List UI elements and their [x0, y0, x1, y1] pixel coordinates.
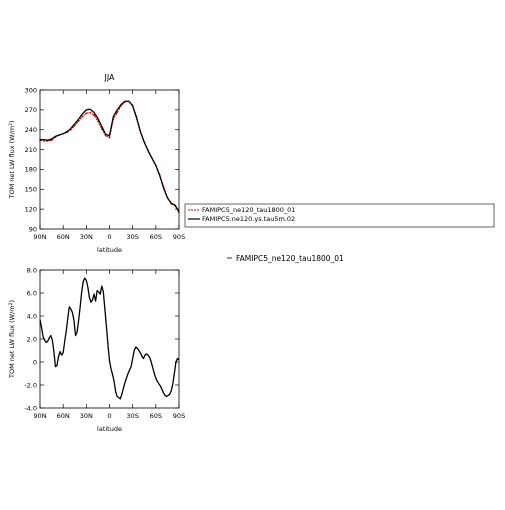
legend-box [184, 203, 495, 228]
top-series-0-point [50, 139, 53, 142]
legend-label-0: FAMIPC5_ne120_tau1800_01 [202, 206, 295, 214]
top-x-tick-label: 60N [57, 233, 70, 241]
top-y-tick-label: 150 [25, 186, 37, 194]
bottom-series-line-0 [39, 277, 180, 400]
bottom-y-tick-label: -4.0 [24, 404, 37, 412]
top-series-0-point [85, 112, 88, 114]
bottom-x-tick-label: 60S [150, 412, 162, 420]
top-chart-panel: JJA 90N 60N 30N 0 30S 60S 90S 90 120 150 180 210 240… [8, 73, 185, 254]
top-x-tick-label: 0 [107, 233, 111, 241]
bottom-x-axis-label: latitude [97, 425, 122, 433]
top-x-axis-label: latitude [97, 246, 122, 254]
bottom-x-tick-label: 30N [80, 412, 93, 420]
top-series-0-point [43, 140, 45, 142]
bottom-y-tick-label: 8.0 [27, 266, 37, 274]
top-y-axis-label: TOM net LW flux (W/m2) [8, 120, 16, 199]
top-y-tick-label: 270 [25, 106, 37, 114]
bottom-y-tick-label: 6.0 [27, 289, 37, 297]
bottom-y-tick-label: 0 [33, 358, 37, 366]
top-series-line-1 [40, 100, 180, 213]
top-x-tick-label: 30N [80, 233, 93, 241]
bottom-y-tick-label: 4.0 [27, 312, 37, 320]
bottom-y-axis-label: TOM net LW flux (W/m2) [8, 300, 16, 379]
top-x-tick-label: 60S [150, 233, 162, 241]
legend-entry-1: FAMIPC5.ne120.ys.tau5m.02 [188, 215, 295, 223]
top-y-tick-label: 210 [25, 146, 37, 154]
bottom-x-tick-label: 60N [57, 412, 70, 420]
top-series-0-point [93, 114, 95, 116]
bottom-x-tick-label: 90S [173, 412, 185, 420]
top-series-0-point [104, 134, 107, 137]
bottom-chart-panel: 90N 60N 30N 0 30S 60S 90S -4.0 -2.0 0 2.0 4.0 6.0 8.0… [8, 266, 185, 433]
bottom-y-tick-label: -2.0 [24, 381, 37, 389]
legend-label-1: FAMIPC5.ne120.ys.tau5m.02 [202, 215, 295, 223]
bottom-x-tick-label: 90N [33, 412, 46, 420]
bottom-x-tick-label: 0 [107, 412, 111, 420]
top-chart-axes: 90N 60N 30N 0 30S 60S 90S 90 120 150 180 210 240 270 3… [25, 86, 186, 241]
bottom-y-tick-label: 2.0 [27, 335, 37, 343]
top-series-0-point [81, 115, 84, 118]
legend: FAMIPC5_ne120_tau1800_01 FAMIPC5.ne120.y… [184, 203, 495, 228]
top-x-tick-label: 30S [126, 233, 138, 241]
top-y-tick-label: 180 [25, 166, 37, 174]
top-series-0-point [77, 120, 80, 122]
top-series-0-point [116, 111, 119, 114]
bottom-chart-frame [39, 269, 180, 409]
top-series-0-point [89, 111, 91, 114]
top-chart-frame [39, 89, 180, 230]
top-chart-series-group [39, 100, 180, 214]
top-series-0-point [73, 124, 76, 127]
bottom-chart-axes: 90N 60N 30N 0 30S 60S 90S -4.0 -2.0 0 2.0 4.0 6.0 8.0 [24, 266, 185, 420]
top-series-0-point [108, 136, 111, 139]
top-y-tick-label: 90 [29, 225, 37, 233]
top-y-tick-label: 240 [25, 126, 37, 134]
top-series-line-0 [39, 100, 180, 213]
top-x-tick-label: 90N [33, 233, 46, 241]
difference-annotation: FAMIPC5_ne120_tau1800_01 [227, 254, 344, 263]
top-chart-title: JJA [103, 73, 115, 82]
top-y-tick-label: 120 [25, 205, 37, 213]
legend-entry-0: FAMIPC5_ne120_tau1800_01 [188, 206, 295, 214]
difference-annotation-label: FAMIPC5_ne120_tau1800_01 [236, 254, 344, 263]
bottom-x-tick-label: 30S [126, 412, 138, 420]
bottom-chart-series-group [39, 277, 180, 400]
top-x-tick-label: 90S [173, 233, 185, 241]
top-y-tick-label: 300 [25, 86, 37, 94]
